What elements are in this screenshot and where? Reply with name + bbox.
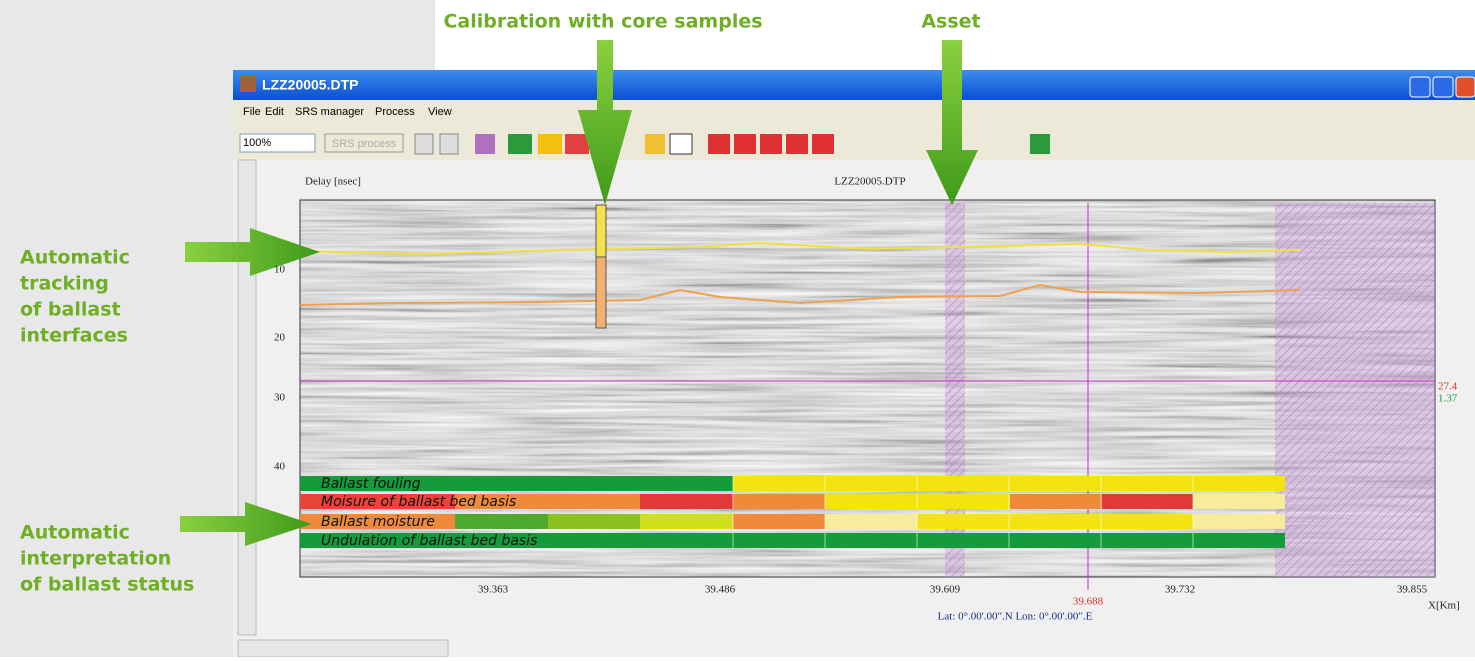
cursor-x-value: 39.688 bbox=[1073, 596, 1104, 608]
cursor-y-value: 27.4 bbox=[1438, 381, 1458, 393]
x-tick-label: 39.855 bbox=[1397, 584, 1428, 596]
status-label: Undulation of ballast bed basis bbox=[321, 533, 537, 549]
status-label: Ballast moisture bbox=[321, 514, 435, 530]
menu-bar bbox=[233, 100, 1475, 123]
status-segment bbox=[733, 514, 825, 529]
menu-item[interactable]: View bbox=[428, 106, 452, 118]
status-label: Ballast fouling bbox=[321, 476, 421, 492]
menu-item[interactable]: SRS manager bbox=[295, 106, 364, 118]
app-icon bbox=[240, 76, 256, 92]
maximize[interactable] bbox=[1433, 77, 1453, 97]
title-bar bbox=[233, 70, 1475, 100]
h-scrollbar[interactable] bbox=[238, 640, 448, 657]
hatched-zone bbox=[1275, 203, 1435, 577]
status-segment bbox=[825, 514, 917, 529]
plot-title: LZZ20005.DTP bbox=[834, 176, 905, 188]
menu-item[interactable]: Process bbox=[375, 106, 415, 118]
x-tick-label: 39.363 bbox=[478, 584, 509, 596]
y-tick-label: 30 bbox=[274, 392, 286, 404]
callout-interpretation: Automatic bbox=[20, 522, 130, 544]
callout-tracking: Automatic bbox=[20, 247, 130, 269]
callout-interpretation: of ballast status bbox=[20, 574, 194, 596]
status-segment bbox=[1102, 494, 1193, 509]
callout-interpretation: interpretation bbox=[20, 548, 171, 570]
status-label: Moisure of ballast bed basis bbox=[321, 494, 516, 510]
y-tick-label: 20 bbox=[274, 332, 286, 344]
page: LZZ20005.DTP 100% SRS process Ballast fo… bbox=[0, 0, 1475, 657]
y-tick-label: 40 bbox=[274, 461, 286, 473]
menu-item[interactable]: Edit bbox=[265, 106, 284, 118]
status-segment bbox=[1193, 494, 1285, 509]
status-segment bbox=[1193, 514, 1285, 529]
callout-tracking: tracking bbox=[20, 273, 109, 295]
x-tick-label: 39.609 bbox=[930, 584, 961, 596]
status-segment bbox=[548, 514, 640, 529]
callout-asset: Asset bbox=[921, 11, 980, 33]
screen: LZZ20005.DTP 100% SRS process Ballast fo… bbox=[0, 0, 1475, 657]
coordinates: Lat: 0°.00'.00".N Lon: 0°.00'.00".E bbox=[938, 611, 1093, 623]
zoom-value: 100% bbox=[243, 137, 271, 149]
status-segment bbox=[455, 514, 548, 529]
y-tick-label: 10 bbox=[274, 264, 286, 276]
x-tick-label: 39.486 bbox=[705, 584, 736, 596]
cursor-y2-value: 1.37 bbox=[1438, 393, 1458, 405]
x-tick-label: 39.732 bbox=[1165, 584, 1195, 596]
process-label: SRS process bbox=[332, 138, 397, 150]
core-top bbox=[596, 205, 606, 257]
close[interactable] bbox=[1456, 77, 1475, 97]
callout-tracking: of ballast bbox=[20, 299, 121, 321]
callout-calibration: Calibration with core samples bbox=[443, 11, 762, 33]
window-title: LZZ20005.DTP bbox=[262, 77, 358, 93]
status-segment bbox=[733, 494, 825, 509]
minimize[interactable] bbox=[1410, 77, 1430, 97]
status-segment bbox=[1010, 494, 1102, 509]
core-bottom bbox=[596, 257, 606, 328]
status-segment bbox=[640, 514, 733, 529]
status-segment bbox=[917, 514, 1193, 529]
x-label: X[Km] bbox=[1428, 600, 1460, 612]
status-segment bbox=[640, 494, 733, 509]
menu-item[interactable]: File bbox=[243, 106, 261, 118]
callout-tracking: interfaces bbox=[20, 325, 128, 347]
y-label: Delay [nsec] bbox=[305, 176, 361, 188]
